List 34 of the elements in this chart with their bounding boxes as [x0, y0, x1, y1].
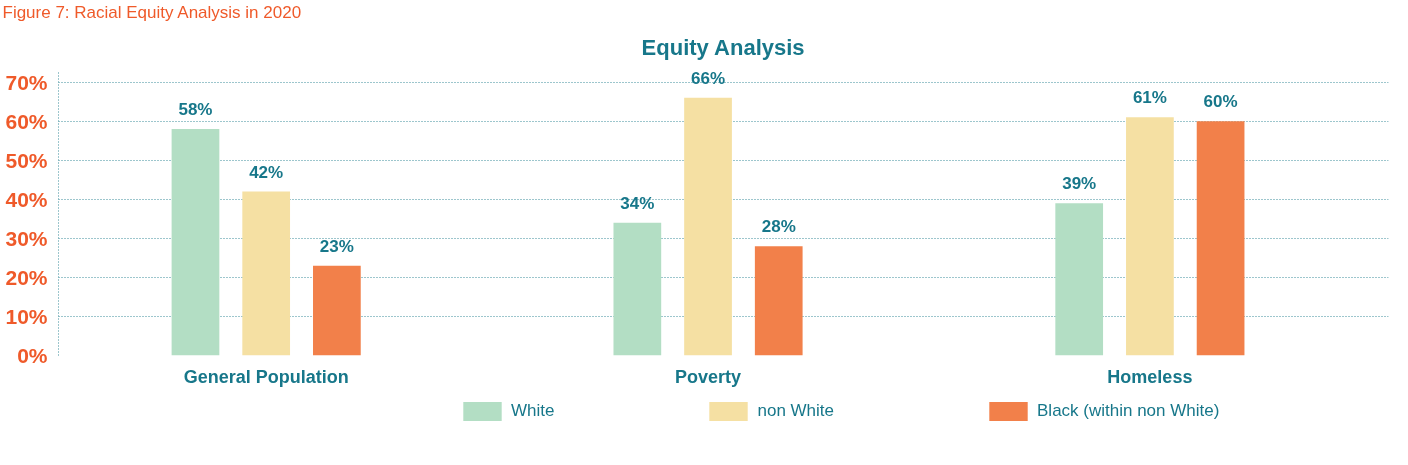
- y-tick-label: 60%: [5, 109, 48, 133]
- text: 61%: [1132, 88, 1167, 108]
- bar: [313, 265, 361, 356]
- bar: [171, 129, 220, 356]
- legend-label: non White: [757, 401, 835, 421]
- bar: [1055, 203, 1104, 356]
- text: 34%: [620, 193, 655, 213]
- y-tick-label: 70%: [5, 70, 48, 94]
- y-tick-label: 0%: [17, 344, 48, 367]
- text: 58%: [178, 100, 213, 120]
- bar: [684, 97, 732, 356]
- legend-label: Black (within non White): [1037, 401, 1220, 421]
- chart-title: Equity Analysis: [641, 34, 805, 60]
- bar: [242, 191, 291, 356]
- text: 23%: [319, 236, 354, 256]
- legend-label: White: [511, 401, 555, 421]
- bar: [754, 246, 803, 356]
- text: 28%: [761, 217, 796, 237]
- text: 39%: [1062, 174, 1097, 194]
- y-tick-label: 20%: [5, 265, 48, 289]
- y-tick-label: 50%: [5, 148, 48, 172]
- bar: [1196, 121, 1245, 356]
- bar: [1126, 117, 1174, 356]
- text: 42%: [249, 162, 284, 182]
- y-tick-label: 30%: [5, 226, 48, 250]
- x-tick-label: General Population: [183, 366, 349, 387]
- caption: Figure 7: Racial Equity Analysis in 2020: [2, 2, 302, 22]
- x-tick-label: Poverty: [675, 366, 742, 387]
- text: 66%: [691, 68, 726, 88]
- x-tick-label: Homeless: [1107, 366, 1193, 387]
- text: 60%: [1203, 92, 1238, 112]
- y-tick-label: 40%: [5, 187, 48, 211]
- bar: [613, 222, 662, 356]
- y-tick-label: 10%: [5, 304, 48, 328]
